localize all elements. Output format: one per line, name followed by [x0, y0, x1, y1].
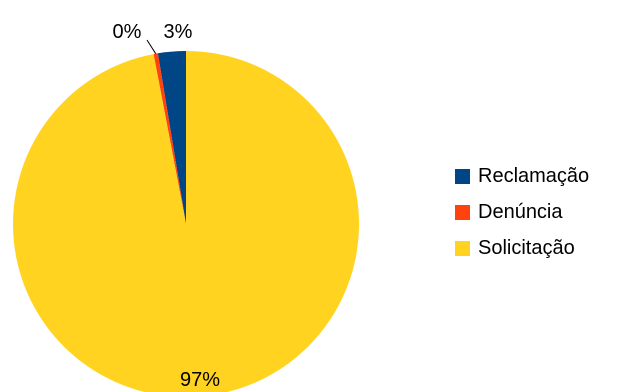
legend-label-solicitacao: Solicitação	[478, 236, 575, 259]
legend-item-solicitacao: Solicitação	[455, 230, 589, 266]
legend-swatch-denuncia	[455, 204, 470, 220]
legend: Reclamação Denúncia Solicitação	[455, 158, 589, 266]
legend-item-reclamacao: Reclamação	[455, 158, 589, 194]
pie-slice-denuncia	[153, 53, 186, 225]
legend-swatch-reclamacao	[455, 168, 470, 184]
data-label-denuncia: 0%	[113, 21, 142, 43]
pie-slice-solicitacao	[12, 51, 359, 392]
legend-item-denuncia: Denúncia	[455, 194, 589, 230]
data-label-reclamacao: 3%	[164, 21, 193, 43]
pie-slice-reclamacao	[157, 51, 186, 224]
legend-swatch-solicitacao	[455, 240, 470, 256]
legend-label-reclamacao: Reclamação	[478, 164, 590, 187]
leader-line-denuncia	[146, 39, 157, 54]
legend-label-denuncia: Denúncia	[478, 200, 563, 223]
data-label-solicitacao: 97%	[180, 369, 220, 391]
